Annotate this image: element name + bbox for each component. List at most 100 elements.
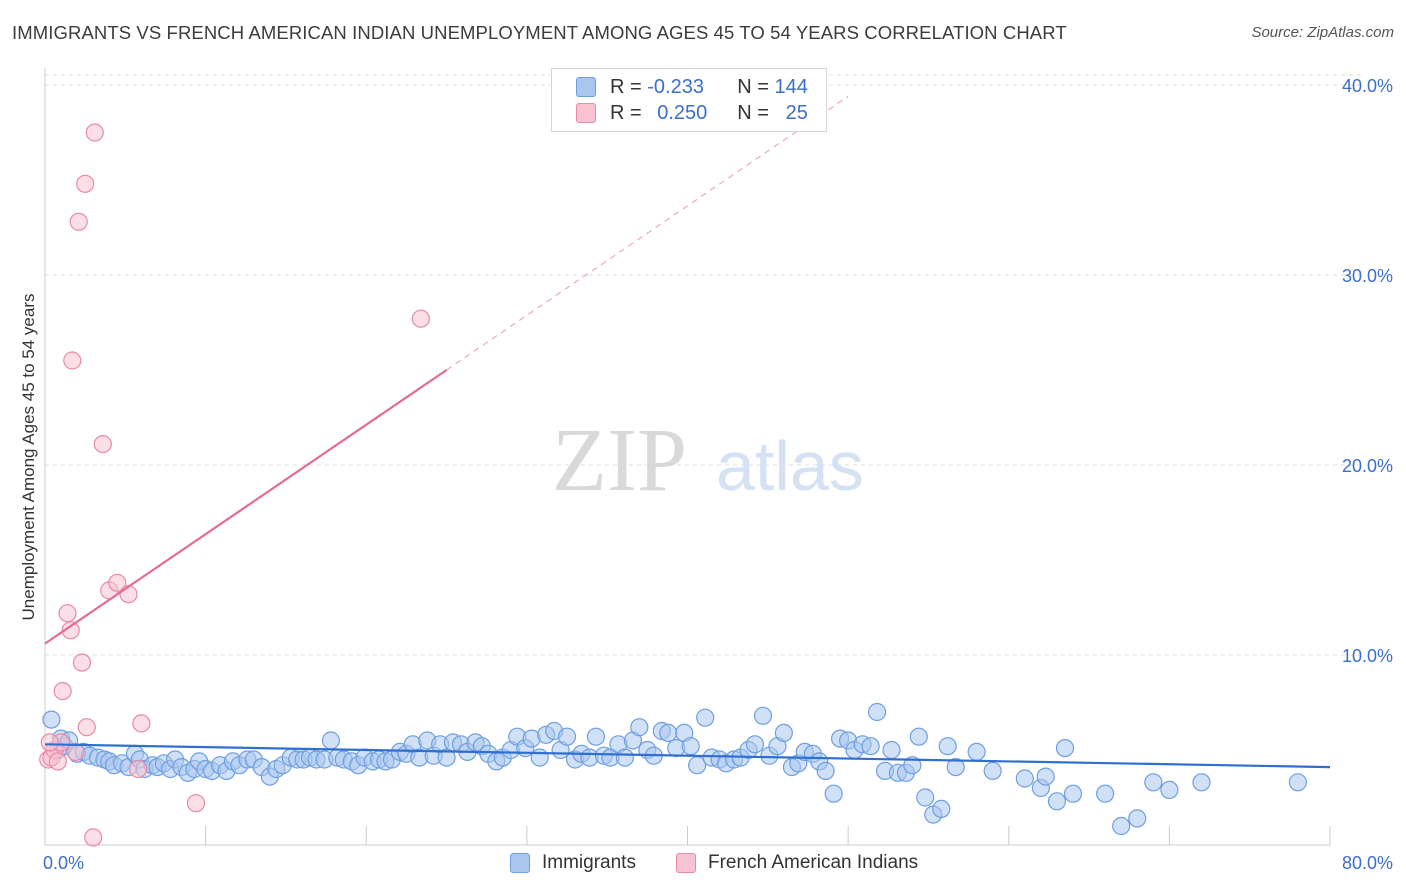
point-series-1-20 bbox=[129, 759, 148, 779]
legend-r-label: R = bbox=[610, 75, 642, 98]
point-series-1-10 bbox=[69, 212, 88, 231]
series-1-points bbox=[39, 123, 430, 847]
point-series-0-134 bbox=[983, 761, 1002, 781]
legend-r-value: 0.250 bbox=[657, 101, 708, 124]
point-series-0-92 bbox=[659, 723, 678, 743]
point-series-0-137 bbox=[1036, 767, 1055, 786]
point-series-0-142 bbox=[1112, 816, 1131, 836]
point-series-0-95 bbox=[681, 737, 700, 756]
point-series-1-16 bbox=[93, 435, 112, 454]
point-series-0-115 bbox=[824, 784, 843, 803]
grid-lines bbox=[45, 74, 1365, 656]
data-points bbox=[39, 123, 1307, 847]
legend-n-value: 25 bbox=[785, 101, 808, 124]
point-series-0-61 bbox=[437, 748, 456, 767]
trend-line-french-american-indians bbox=[44, 369, 448, 645]
source-label: Source: ZipAtlas.com bbox=[1251, 24, 1394, 41]
point-series-0-74 bbox=[530, 748, 549, 767]
chart-title: IMMIGRANTS VS FRENCH AMERICAN INDIAN UNE… bbox=[12, 22, 1067, 43]
point-series-0-105 bbox=[753, 706, 773, 725]
point-series-0-127 bbox=[909, 727, 928, 746]
point-series-0-86 bbox=[615, 748, 634, 767]
point-series-1-12 bbox=[76, 174, 95, 193]
point-series-1-24 bbox=[40, 733, 59, 752]
legend-n-value: 144 bbox=[774, 75, 808, 98]
point-series-0-121 bbox=[867, 702, 887, 722]
point-series-1-3 bbox=[48, 752, 67, 771]
point-series-0-128 bbox=[916, 788, 935, 807]
point-series-0-132 bbox=[946, 757, 965, 777]
point-series-0-139 bbox=[1055, 738, 1075, 758]
point-series-1-7 bbox=[61, 621, 80, 640]
legend-row-french-american-indians: R = 0.250 N = 25 bbox=[576, 101, 808, 125]
legend-swatch-french-american-indians bbox=[576, 103, 596, 123]
point-series-0-97 bbox=[696, 708, 715, 727]
point-series-0-82 bbox=[586, 727, 606, 746]
y-tick-label-20: 20.0% bbox=[1342, 456, 1393, 476]
point-series-1-19 bbox=[119, 585, 138, 604]
point-series-0-123 bbox=[882, 740, 901, 760]
bottom-legend-label-immigrants: Immigrants bbox=[542, 852, 636, 873]
bottom-legend-swatch-immigrants bbox=[510, 853, 530, 873]
legend-row-immigrants: R = -0.233 N = 144 bbox=[576, 75, 808, 99]
point-series-0-135 bbox=[1015, 769, 1034, 788]
y-tick-label-10: 10.0% bbox=[1342, 646, 1393, 666]
point-series-1-13 bbox=[77, 718, 96, 737]
point-series-0-104 bbox=[745, 735, 765, 754]
point-series-0-120 bbox=[861, 737, 880, 756]
point-series-1-6 bbox=[58, 604, 77, 623]
point-series-0-126 bbox=[903, 756, 922, 775]
point-series-0-108 bbox=[774, 723, 793, 743]
point-series-0-78 bbox=[557, 727, 577, 746]
x-tick-label-min: 0.0% bbox=[43, 853, 84, 873]
point-series-0-131 bbox=[938, 737, 957, 756]
bottom-legend-swatch-french-american-indians bbox=[676, 853, 696, 873]
point-series-0-145 bbox=[1160, 780, 1179, 800]
point-series-0-44 bbox=[321, 731, 341, 750]
point-series-0-144 bbox=[1144, 773, 1163, 792]
trend-lines bbox=[44, 95, 1331, 769]
point-series-0-143 bbox=[1128, 809, 1147, 828]
point-series-0-140 bbox=[1063, 784, 1083, 803]
legend-r-label: R = bbox=[610, 101, 642, 124]
bottom-legend-french-american-indians: French American Indians bbox=[676, 852, 918, 874]
point-series-0-141 bbox=[1096, 784, 1115, 803]
watermark-zip: ZIP bbox=[552, 411, 687, 510]
watermark-atlas: atlas bbox=[716, 427, 864, 505]
point-series-0-133 bbox=[967, 742, 986, 762]
y-tick-label-30: 30.0% bbox=[1342, 266, 1393, 286]
series-0-points bbox=[42, 702, 1307, 836]
point-series-1-21 bbox=[132, 714, 151, 733]
watermark: ZIP atlas bbox=[552, 411, 864, 510]
point-series-1-14 bbox=[84, 828, 103, 847]
tick-labels: 10.0% 20.0% 30.0% 40.0% 0.0% 80.0% bbox=[43, 76, 1393, 873]
trend-line-french-american-indians-extension bbox=[446, 95, 849, 371]
legend-r-value: -0.233 bbox=[647, 75, 704, 98]
point-series-0-138 bbox=[1047, 792, 1067, 811]
legend-n-label: N = bbox=[737, 101, 769, 124]
point-series-1-18 bbox=[108, 573, 127, 592]
point-series-0-146 bbox=[1192, 773, 1211, 792]
point-series-0-130 bbox=[932, 799, 951, 819]
x-tick-label-max: 80.0% bbox=[1342, 853, 1393, 873]
point-series-0-88 bbox=[630, 718, 649, 737]
trend-line-immigrants bbox=[44, 743, 1331, 769]
bottom-legend-label-french-american-indians: French American Indians bbox=[708, 852, 919, 873]
point-series-1-9 bbox=[66, 742, 85, 762]
legend: R = -0.233 N = 144 R = 0.250 N = 25 bbox=[551, 68, 827, 132]
y-axis-label: Unemployment Among Ages 45 to 54 years bbox=[19, 294, 38, 621]
point-series-0-0 bbox=[42, 710, 61, 729]
point-series-0-147 bbox=[1288, 773, 1307, 792]
point-series-1-8 bbox=[63, 351, 82, 370]
point-series-1-11 bbox=[72, 653, 92, 672]
point-series-1-23 bbox=[411, 309, 430, 328]
legend-n-label: N = bbox=[737, 75, 769, 98]
point-series-0-114 bbox=[816, 761, 835, 781]
point-series-1-15 bbox=[85, 123, 104, 142]
point-series-1-22 bbox=[186, 794, 206, 813]
point-series-1-5 bbox=[53, 681, 72, 701]
y-tick-label-40: 40.0% bbox=[1342, 76, 1393, 96]
bottom-legend-immigrants: Immigrants bbox=[510, 852, 636, 874]
legend-swatch-immigrants bbox=[576, 77, 596, 97]
